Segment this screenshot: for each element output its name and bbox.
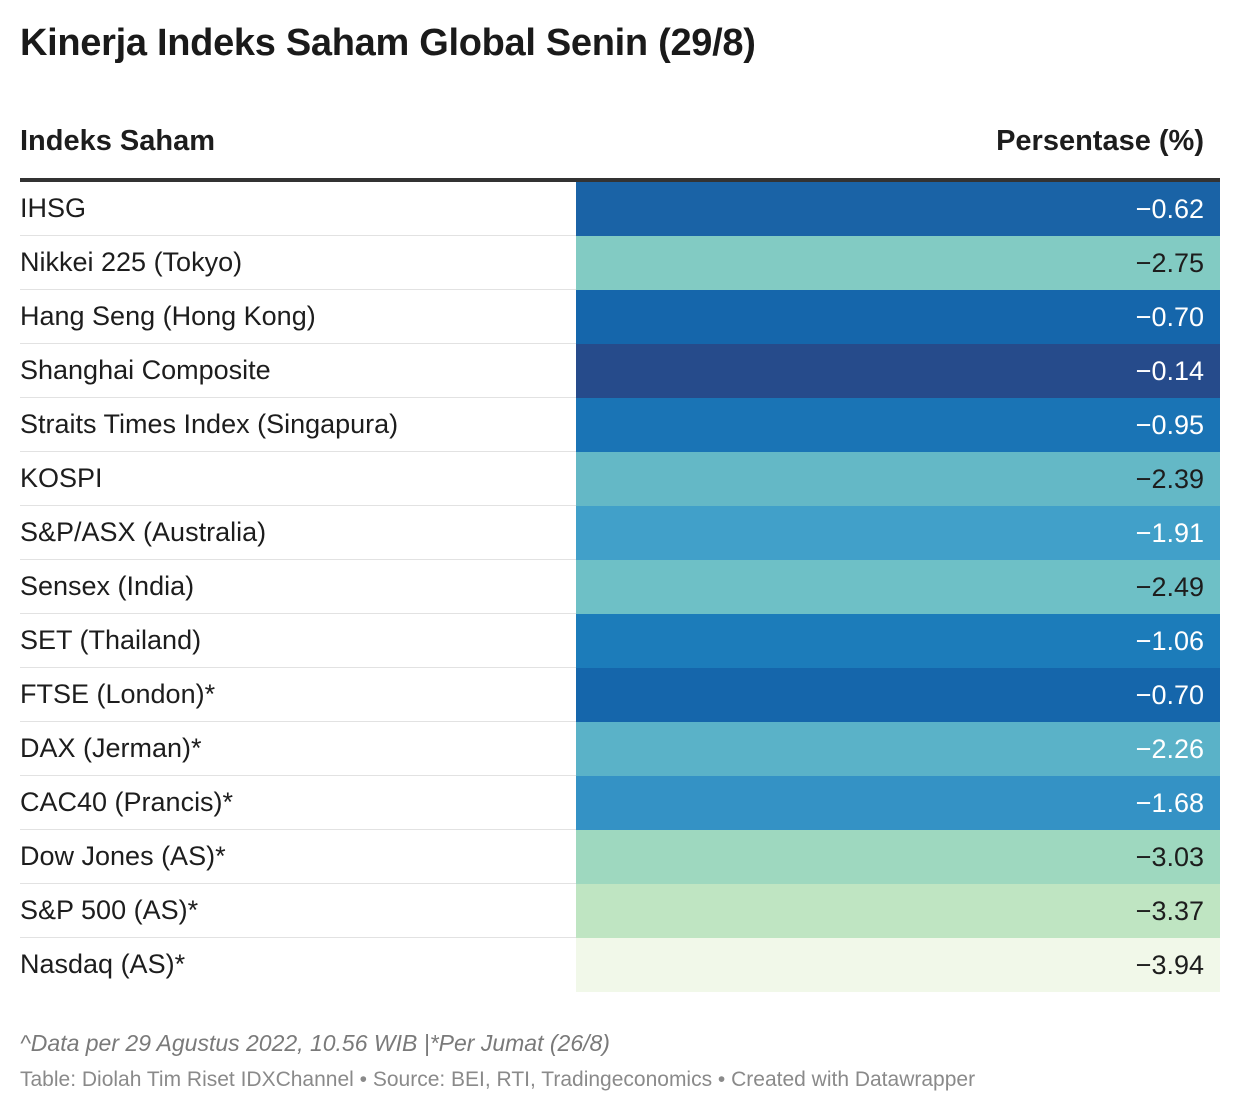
index-name: Nikkei 225 (Tokyo) [20, 236, 576, 290]
percentage-value: −0.14 [1135, 356, 1204, 386]
index-name: Shanghai Composite [20, 344, 576, 398]
percentage-value: −1.91 [1135, 518, 1204, 548]
index-name: SET (Thailand) [20, 614, 576, 668]
index-name: DAX (Jerman)* [20, 722, 576, 776]
percentage-cell: −1.91 [576, 506, 1220, 560]
table-row: KOSPI −2.39 [20, 452, 1220, 506]
percentage-value: −2.39 [1135, 464, 1204, 494]
percentage-cell: −0.70 [576, 290, 1220, 344]
index-name: FTSE (London)* [20, 668, 576, 722]
percentage-cell: −0.62 [576, 182, 1220, 236]
table-row: S&P 500 (AS)* −3.37 [20, 884, 1220, 938]
percentage-value: −0.95 [1135, 410, 1204, 440]
index-name: Nasdaq (AS)* [20, 949, 186, 979]
index-name: Dow Jones (AS)* [20, 830, 576, 884]
percentage-value: −0.70 [1135, 302, 1204, 332]
index-name: Hang Seng (Hong Kong) [20, 290, 576, 344]
table-row: Nikkei 225 (Tokyo) −2.75 [20, 236, 1220, 290]
percentage-cell: −2.26 [576, 722, 1220, 776]
index-name: Sensex (India) [20, 560, 576, 614]
column-header-percentage[interactable]: Persentase (%) [996, 125, 1204, 157]
percentage-value: −3.37 [1135, 896, 1204, 926]
table-row: Shanghai Composite −0.14 [20, 344, 1220, 398]
chart-title: Kinerja Indeks Saham Global Senin (29/8) [20, 22, 756, 64]
table-row: IHSG −0.62 [20, 182, 1220, 236]
table-row: SET (Thailand) −1.06 [20, 614, 1220, 668]
percentage-cell: −0.70 [576, 668, 1220, 722]
table-header: Indeks Saham Persentase (%) [20, 120, 1220, 182]
percentage-cell: −2.75 [576, 236, 1220, 290]
percentage-cell: −3.94 [576, 938, 1220, 992]
table-row: Straits Times Index (Singapura) −0.95 [20, 398, 1220, 452]
percentage-value: −3.94 [1135, 950, 1204, 980]
table-row: CAC40 (Prancis)* −1.68 [20, 776, 1220, 830]
source-line: Table: Diolah Tim Riset IDXChannel • Sou… [20, 1068, 976, 1091]
index-name: S&P/ASX (Australia) [20, 506, 576, 560]
percentage-cell: −0.14 [576, 344, 1220, 398]
index-name: Straits Times Index (Singapura) [20, 398, 576, 452]
percentage-cell: −0.95 [576, 398, 1220, 452]
index-name: CAC40 (Prancis)* [20, 776, 576, 830]
percentage-value: −1.68 [1135, 788, 1204, 818]
table-row: S&P/ASX (Australia) −1.91 [20, 506, 1220, 560]
index-name: IHSG [20, 182, 576, 236]
table-row: Sensex (India) −2.49 [20, 560, 1220, 614]
index-name: KOSPI [20, 452, 576, 506]
percentage-value: −2.26 [1135, 734, 1204, 764]
table-body: IHSG −0.62 Nikkei 225 (Tokyo) −2.75 Hang Sen… [20, 182, 1220, 992]
percentage-value: −0.62 [1135, 194, 1204, 224]
index-name: S&P 500 (AS)* [20, 884, 576, 938]
data-table: Indeks Saham Persentase (%) IHSG −0.62 Nik… [20, 120, 1220, 992]
column-header-index[interactable]: Indeks Saham [20, 125, 216, 157]
table-row: Hang Seng (Hong Kong) −0.70 [20, 290, 1220, 344]
table-row: Nasdaq (AS)* −3.94 [20, 938, 1220, 992]
table-row: Dow Jones (AS)* −3.03 [20, 830, 1220, 884]
percentage-cell: −1.06 [576, 614, 1220, 668]
percentage-cell: −3.37 [576, 884, 1220, 938]
table-row: FTSE (London)* −0.70 [20, 668, 1220, 722]
percentage-value: −2.75 [1135, 248, 1204, 278]
percentage-value: −0.70 [1135, 680, 1204, 710]
footnote: ^Data per 29 Agustus 2022, 10.56 WIB |*P… [20, 1030, 610, 1056]
percentage-value: −2.49 [1135, 572, 1204, 602]
percentage-value: −1.06 [1135, 626, 1204, 656]
percentage-cell: −2.49 [576, 560, 1220, 614]
percentage-cell: −2.39 [576, 452, 1220, 506]
percentage-cell: −3.03 [576, 830, 1220, 884]
percentage-value: −3.03 [1135, 842, 1204, 872]
table-row: DAX (Jerman)* −2.26 [20, 722, 1220, 776]
percentage-cell: −1.68 [576, 776, 1220, 830]
